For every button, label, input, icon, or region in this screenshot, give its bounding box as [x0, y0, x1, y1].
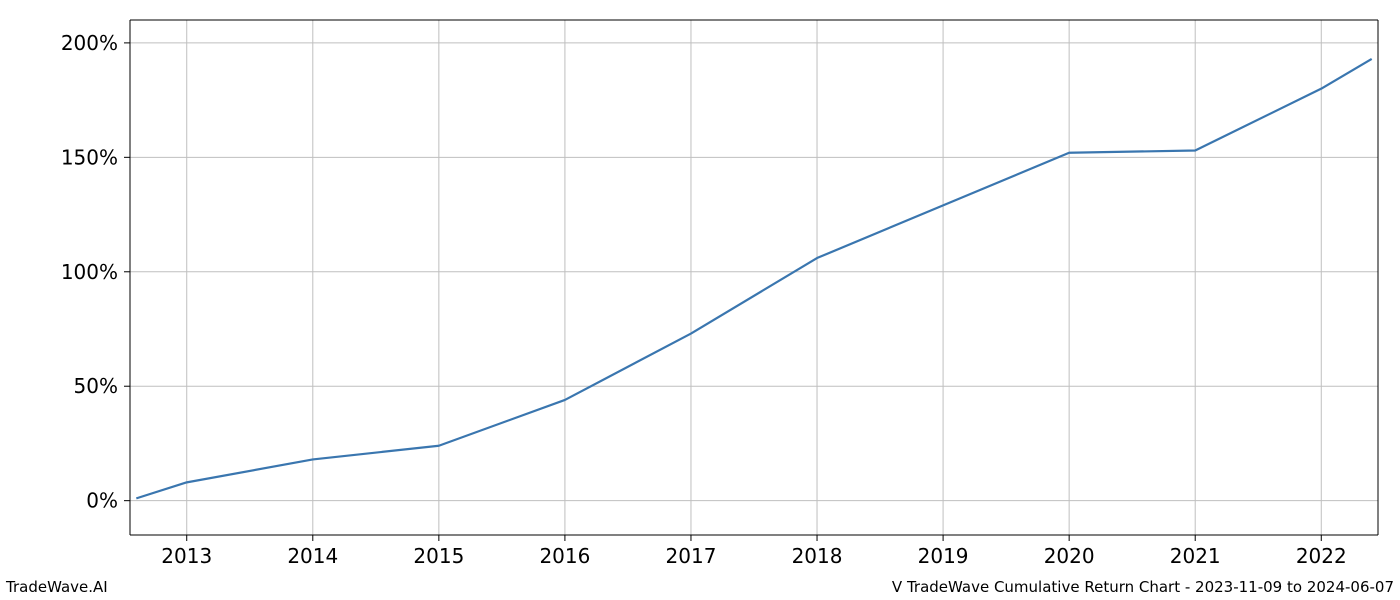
footer-caption: V TradeWave Cumulative Return Chart - 20… [892, 578, 1394, 596]
x-tick-label: 2019 [918, 544, 969, 568]
x-tick-label: 2018 [792, 544, 843, 568]
y-tick-label: 150% [61, 145, 118, 169]
x-tick-label: 2015 [413, 544, 464, 568]
chart-container: 2013 2014 2015 2016 2017 2018 2019 2020 2021 2022… [0, 0, 1400, 600]
y-tick-label: 100% [61, 260, 118, 284]
x-tick-label: 2021 [1170, 544, 1221, 568]
x-tick-label: 2014 [287, 544, 338, 568]
y-tick-label: 200% [61, 31, 118, 55]
x-tick-label: 2016 [539, 544, 590, 568]
x-tick-label: 2022 [1296, 544, 1347, 568]
footer-brand: TradeWave.AI [6, 578, 108, 596]
return-line-chart: 2013 2014 2015 2016 2017 2018 2019 2020 2021 2022… [0, 0, 1400, 600]
x-tick-label: 2013 [161, 544, 212, 568]
y-tick-label: 50% [74, 374, 118, 398]
x-tick-label: 2017 [666, 544, 717, 568]
x-tick-label: 2020 [1044, 544, 1095, 568]
y-tick-label: 0% [86, 489, 118, 513]
